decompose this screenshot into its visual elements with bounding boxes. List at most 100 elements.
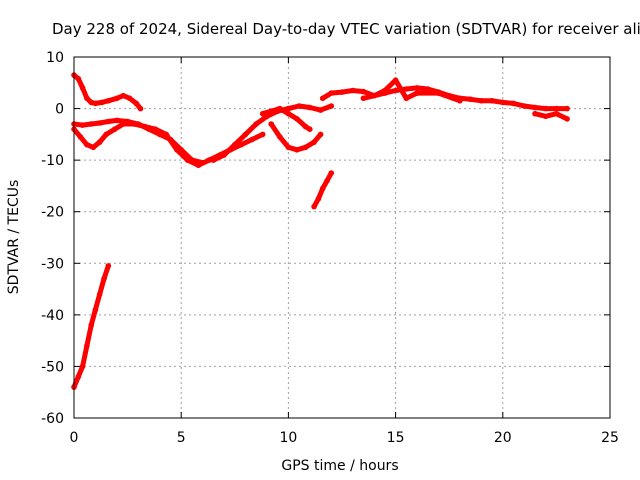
data-point — [564, 116, 570, 122]
data-point — [371, 92, 378, 99]
data-point — [99, 99, 105, 106]
data-point — [542, 105, 549, 112]
series-track-early-high — [71, 72, 144, 112]
data-point — [510, 100, 517, 107]
data-point — [242, 131, 249, 138]
data-point — [349, 87, 356, 94]
data-point — [425, 86, 431, 92]
plot-frame — [73, 56, 611, 419]
x-tick-label: 10 — [279, 430, 297, 446]
series-track-steep-mid — [311, 170, 335, 210]
data-series — [71, 72, 570, 390]
series-track-steep-early — [71, 263, 112, 390]
data-point — [296, 103, 302, 109]
series-line — [71, 72, 143, 112]
data-point — [285, 110, 292, 117]
data-point — [311, 139, 317, 145]
data-point — [137, 105, 144, 112]
data-point — [392, 77, 399, 83]
data-point — [259, 110, 266, 117]
chart-title: Day 228 of 2024, Sidereal Day-to-day VTE… — [52, 20, 640, 38]
data-point — [249, 136, 255, 143]
data-point — [75, 373, 82, 380]
data-point — [403, 86, 410, 92]
y-tick-label: -30 — [41, 256, 64, 272]
data-point — [403, 95, 410, 102]
data-point — [521, 103, 527, 109]
data-point — [105, 118, 112, 125]
data-point — [324, 178, 330, 184]
data-point — [489, 98, 495, 104]
y-tick-label: 10 — [46, 50, 64, 66]
series-track-afternoon — [319, 85, 570, 112]
data-point — [435, 90, 442, 96]
x-axis-title: GPS time / hours — [281, 458, 398, 474]
data-point — [96, 291, 103, 298]
data-point — [96, 120, 103, 126]
data-point — [131, 121, 137, 127]
data-point — [277, 105, 283, 112]
data-point — [307, 104, 313, 111]
y-tick-label: -50 — [41, 359, 64, 375]
data-point — [88, 121, 94, 127]
series-line — [320, 85, 570, 112]
series-line — [532, 111, 570, 122]
data-point — [360, 95, 367, 102]
data-point — [294, 116, 300, 122]
data-point — [328, 90, 335, 96]
y-tick-label: -60 — [41, 411, 64, 427]
data-point — [114, 95, 120, 102]
data-point — [457, 98, 463, 104]
x-tick-label: 15 — [387, 430, 405, 446]
y-tick-label: 0 — [55, 102, 64, 118]
data-point — [92, 100, 99, 107]
data-point — [414, 85, 420, 91]
data-point — [101, 276, 107, 282]
data-point — [88, 322, 94, 329]
data-point — [152, 126, 159, 132]
data-point — [79, 85, 86, 91]
data-point — [542, 113, 549, 120]
data-point — [259, 131, 266, 138]
data-point — [114, 117, 120, 124]
data-point — [206, 157, 212, 163]
data-point — [90, 144, 97, 151]
data-point — [302, 123, 309, 130]
data-point — [105, 98, 112, 104]
data-point — [195, 162, 202, 169]
y-axis-title: SDTVAR / TECUs — [6, 180, 22, 295]
data-point — [120, 92, 127, 99]
grid-lines — [73, 56, 611, 419]
data-point — [77, 134, 84, 140]
data-point — [111, 126, 118, 132]
x-tick-label: 5 — [177, 430, 186, 446]
data-point — [328, 170, 335, 176]
data-point — [105, 263, 112, 269]
data-point — [553, 105, 560, 112]
data-point — [315, 196, 322, 202]
data-point — [478, 98, 485, 104]
data-point — [532, 104, 538, 111]
data-point — [92, 306, 99, 313]
data-point — [307, 126, 313, 132]
data-point — [392, 87, 399, 94]
data-point — [360, 88, 367, 95]
data-point — [79, 363, 86, 370]
data-point — [232, 141, 238, 148]
data-point — [96, 139, 103, 145]
tick-labels: 0 5 10 15 20 25 10 0 -10 -20 -30 -40 -50 -60 — [41, 50, 619, 446]
series-track-afternoon-2 — [360, 77, 463, 104]
data-point — [319, 95, 326, 102]
data-point — [75, 75, 82, 82]
series-track-late — [532, 110, 570, 122]
data-point — [500, 99, 506, 106]
data-point — [339, 89, 345, 95]
series-track-loop — [268, 121, 324, 153]
data-point — [84, 343, 90, 349]
data-point — [319, 185, 326, 192]
data-point — [302, 144, 309, 151]
data-point — [221, 152, 227, 158]
data-point — [88, 99, 94, 106]
data-point — [382, 87, 388, 94]
data-point — [210, 157, 217, 163]
